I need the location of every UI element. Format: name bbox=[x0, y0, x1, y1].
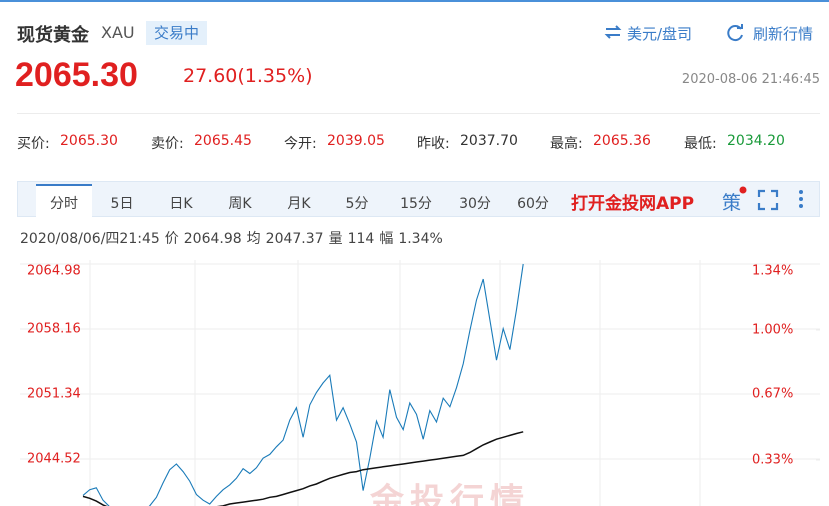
info-value: 1.34% bbox=[398, 231, 443, 247]
active-tab-bg bbox=[36, 184, 92, 218]
y-tick-label: 2044.52 bbox=[27, 452, 81, 467]
more-button[interactable] bbox=[796, 189, 806, 211]
price: 2065.30 bbox=[15, 56, 138, 94]
stat-label: 卖价: bbox=[151, 136, 184, 152]
stat-value: 2065.30 bbox=[60, 133, 118, 149]
y-tick-label: 2058.16 bbox=[27, 322, 81, 337]
y2-tick-label: 1.00% bbox=[752, 322, 793, 337]
stat-label: 最低: bbox=[684, 136, 717, 152]
stat-label: 今开: bbox=[284, 136, 317, 152]
stat-label: 昨收: bbox=[417, 136, 450, 152]
badge-dot bbox=[739, 186, 747, 194]
status-badge: 交易中 bbox=[146, 21, 207, 45]
strategy-button[interactable]: 策 bbox=[722, 192, 742, 214]
info-label: 幅 bbox=[379, 231, 394, 247]
tab[interactable]: 5分 bbox=[345, 196, 369, 212]
info-line: 2020/08/06/四21:45 价 2064.98 均 2047.37 量 114 幅 1.… bbox=[20, 228, 448, 248]
price-line bbox=[82, 431, 524, 506]
top-border bbox=[0, 0, 829, 2]
title: 现货黄金 bbox=[17, 25, 89, 46]
y-tick-label: 2064.98 bbox=[27, 264, 81, 279]
quote-time: 2020-08-06 21:46:45 bbox=[681, 72, 820, 87]
stat-label: 买价: bbox=[17, 136, 50, 152]
refresh-link[interactable]: 刷新行情 bbox=[753, 25, 814, 43]
stat-label: 最高: bbox=[550, 136, 583, 152]
tab[interactable]: 30分 bbox=[459, 196, 491, 212]
stat-value: 2037.70 bbox=[460, 133, 518, 149]
tab[interactable]: 月K bbox=[287, 196, 311, 212]
unit-link[interactable]: 美元/盘司 bbox=[627, 25, 693, 43]
info-value: 114 bbox=[347, 231, 375, 247]
change: 27.60(1.35%) bbox=[183, 65, 313, 87]
divider bbox=[17, 113, 820, 114]
info-value: 2020/08/06/四21:45 bbox=[20, 231, 160, 247]
watermark: 金投行情 bbox=[369, 482, 530, 506]
stat-value: 2039.05 bbox=[327, 133, 385, 149]
y2-tick-label: 0.67% bbox=[752, 387, 793, 402]
vertical-grid bbox=[89, 260, 701, 506]
y-tick-label: 2051.34 bbox=[27, 387, 81, 402]
stat-value: 2034.20 bbox=[727, 133, 785, 149]
app-link[interactable]: 打开金投网APP bbox=[571, 194, 695, 214]
tab[interactable]: 60分 bbox=[517, 196, 549, 212]
info-label: 价 bbox=[164, 231, 179, 247]
tab[interactable]: 周K bbox=[228, 196, 252, 212]
refresh-icon bbox=[727, 24, 743, 42]
tab-bar bbox=[17, 181, 820, 217]
tab[interactable]: 5日 bbox=[110, 196, 134, 212]
chart: 金投行情 2064.98 2058.16 2051.34 2044.52 1.34% 1.… bbox=[20, 260, 820, 506]
info-value: 2047.37 bbox=[265, 231, 324, 247]
info-label: 量 bbox=[328, 231, 343, 247]
code: XAU bbox=[101, 23, 135, 42]
fullscreen-button[interactable] bbox=[757, 189, 779, 211]
tab[interactable]: 分时 bbox=[50, 196, 78, 212]
stat-value: 2065.45 bbox=[194, 133, 252, 149]
tab[interactable]: 日K bbox=[169, 196, 193, 212]
y2-tick-label: 1.34% bbox=[752, 264, 793, 279]
info-value: 2064.98 bbox=[183, 231, 242, 247]
info-label: 均 bbox=[246, 231, 261, 247]
y2-tick-label: 0.33% bbox=[752, 452, 793, 467]
stat-value: 2065.36 bbox=[593, 133, 651, 149]
tab[interactable]: 15分 bbox=[400, 196, 432, 212]
unit-icon bbox=[604, 25, 622, 39]
price-line bbox=[82, 263, 524, 506]
